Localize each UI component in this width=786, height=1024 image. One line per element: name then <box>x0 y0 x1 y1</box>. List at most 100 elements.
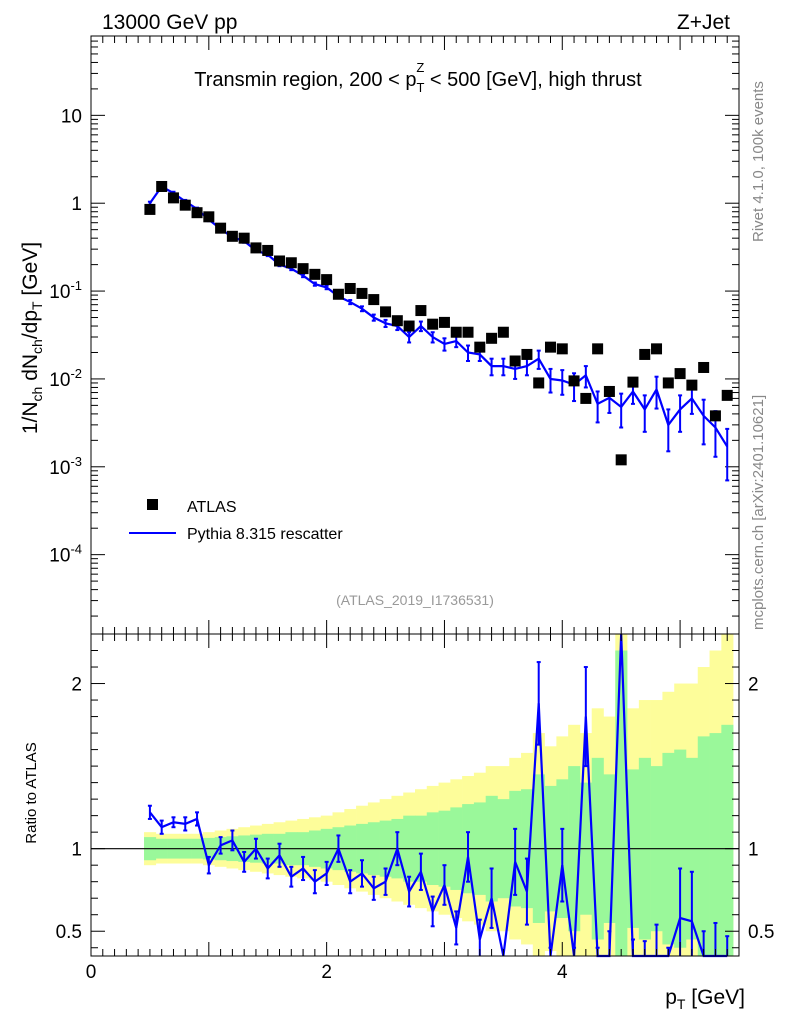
atlas-data-point <box>274 255 286 267</box>
legend-atlas-label: ATLAS <box>187 499 237 516</box>
atlas-data-point <box>474 341 486 353</box>
atlas-data-point <box>521 348 533 360</box>
atlas-data-point <box>497 326 509 338</box>
atlas-data-point <box>368 294 380 306</box>
atlas-data-point <box>686 379 698 391</box>
atlas-data-point <box>380 306 392 318</box>
y-tick-label-exponent: -4 <box>70 542 82 557</box>
ratio-band-inner <box>709 733 722 956</box>
ylabel-part-d: [GeV] <box>19 242 42 302</box>
ratio-uncertainty-bands <box>91 634 739 956</box>
ylabel-part-c: /dp <box>19 310 42 339</box>
ratio-y-tick-label-left: 1 <box>71 840 82 861</box>
atlas-data-point <box>486 332 498 344</box>
atlas-data-point <box>651 343 663 355</box>
ratio-band-inner <box>721 724 734 956</box>
main-data-marks <box>144 180 733 482</box>
main-plot-frame <box>90 35 740 635</box>
ratio-y-tick-label-left: 0.5 <box>56 922 82 943</box>
x-tick-label: 2 <box>321 962 332 983</box>
atlas-data-point <box>674 368 686 380</box>
atlas-data-point <box>603 385 615 397</box>
atlas-data-point <box>662 377 674 389</box>
ratio-y-tick-label-right: 2 <box>748 675 759 696</box>
atlas-data-point <box>250 242 262 254</box>
y-tick-label: 10 <box>61 106 82 127</box>
y-tick-label-exponent: -2 <box>70 366 82 381</box>
analysis-reference-label: (ATLAS_2019_I1736531) <box>336 592 494 608</box>
ratio-y-tick-label-right: 0.5 <box>748 922 774 943</box>
legend-atlas-marker <box>147 499 158 510</box>
legend: ATLAS Pythia 8.315 rescatter <box>129 499 343 543</box>
atlas-data-point <box>262 244 274 256</box>
ylabel-sub-a: ch <box>29 387 45 402</box>
main-y-axis-label: 1/Nch dNch/dpT [GeV] <box>19 242 45 434</box>
atlas-data-point <box>403 320 415 332</box>
title-text-post: < 500 [GeV], high thrust <box>424 69 642 91</box>
mc-line <box>149 185 729 448</box>
atlas-data-point <box>509 355 521 367</box>
x-axis-label: pT [GeV] <box>665 986 745 1012</box>
ratio-y-axis-label: Ratio to ATLAS <box>23 742 40 843</box>
ylabel-sub-b: ch <box>29 339 45 354</box>
y-tick-label: 10-3 <box>49 454 82 479</box>
xlabel-sub: T <box>677 996 686 1012</box>
title-superscript-z: Z <box>416 60 424 75</box>
ylabel-sub-c: T <box>29 301 45 310</box>
atlas-data-point <box>580 392 592 404</box>
atlas-data-point <box>438 316 450 328</box>
atlas-data-point <box>179 199 191 211</box>
y-tick-label-base: 10 <box>49 458 70 479</box>
y-tick-label-exponent: -1 <box>70 278 82 293</box>
atlas-data-point <box>356 287 368 299</box>
y-tick-label-exponent: -3 <box>70 454 82 469</box>
xlabel-post: [GeV] <box>685 986 745 1009</box>
ylabel-part-b: dN <box>19 354 42 387</box>
xlabel-main: p <box>665 986 677 1009</box>
y-tick-label-base: 10 <box>49 546 70 567</box>
atlas-data-point <box>415 305 427 317</box>
atlas-data-point <box>427 318 439 330</box>
ratio-plot-frame <box>90 633 740 957</box>
title-subscript-t: T <box>416 80 424 95</box>
rivet-version-label: Rivet 4.1.0, 100k events <box>750 81 767 242</box>
ratio-y-tick-label-right: 1 <box>748 840 759 861</box>
atlas-data-point <box>191 207 203 219</box>
atlas-data-point <box>391 315 403 327</box>
atlas-data-point <box>167 192 179 204</box>
atlas-data-point <box>556 343 568 355</box>
y-tick-label-base: 10 <box>49 282 70 303</box>
header-energy-label: 13000 GeV pp <box>102 11 237 34</box>
atlas-data-point <box>462 326 474 338</box>
atlas-data-point <box>627 376 639 388</box>
atlas-data-point <box>238 232 250 244</box>
atlas-data-point <box>297 263 309 275</box>
atlas-data-point <box>721 389 733 401</box>
atlas-data-point <box>144 203 156 215</box>
y-tick-label: 1 <box>71 194 82 215</box>
y-tick-label-base: 10 <box>49 370 70 391</box>
y-tick-label: 10-4 <box>49 542 82 567</box>
ratio-y-tick-label-left: 2 <box>71 675 82 696</box>
ratio-line <box>149 633 728 958</box>
main-plot-title: Transmin region, 200 < pTZ < 500 [GeV], … <box>194 60 642 95</box>
atlas-data-point <box>592 343 604 355</box>
atlas-data-point <box>615 454 627 466</box>
atlas-data-point <box>698 361 710 373</box>
atlas-data-point <box>450 326 462 338</box>
title-text-pre: Transmin region, 200 < p <box>194 69 416 91</box>
y-tick-label: 10-1 <box>49 278 82 303</box>
legend-pythia-label: Pythia 8.315 rescatter <box>187 526 343 543</box>
ratio-panel: 0.5 0.5 1 1 2 2 0 2 4 Ratio to ATLAS pT [GeV] <box>23 633 774 1012</box>
atlas-data-point <box>215 222 227 234</box>
atlas-data-point <box>344 282 356 294</box>
ratio-band-inner <box>697 736 710 956</box>
ylabel-part-a: 1/N <box>19 401 42 434</box>
atlas-data-point <box>203 211 215 223</box>
x-tick-label: 4 <box>557 962 568 983</box>
atlas-data-point <box>533 377 545 389</box>
atlas-data-point <box>332 288 344 300</box>
